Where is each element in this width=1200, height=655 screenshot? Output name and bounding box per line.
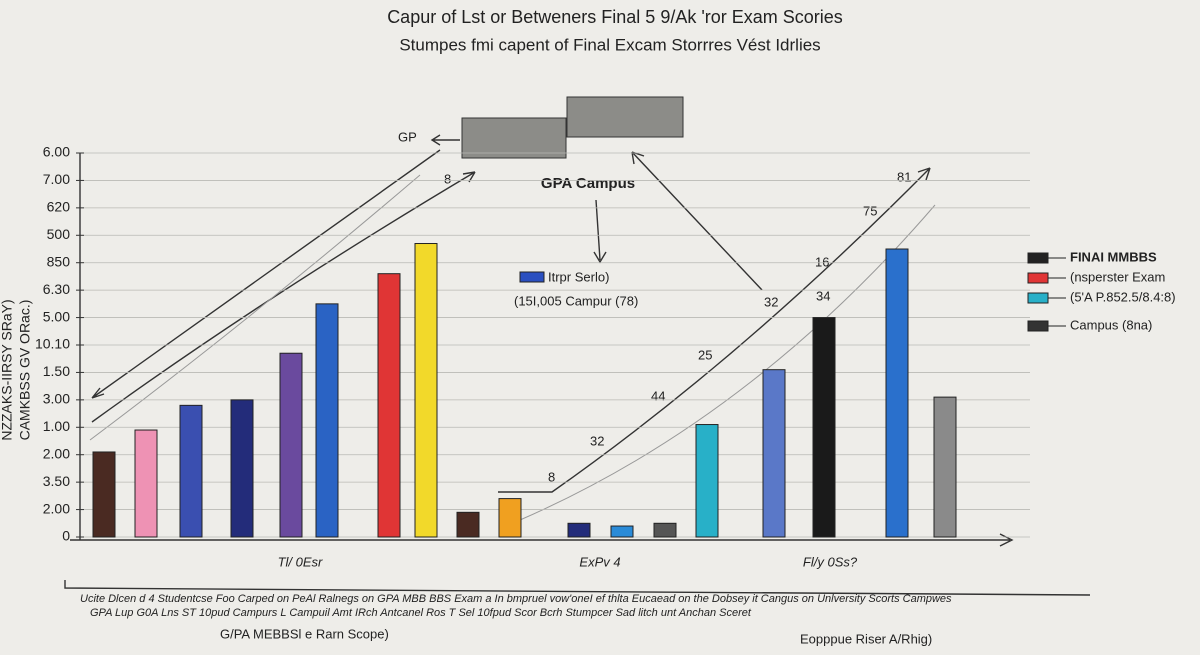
annotation: 75 xyxy=(863,203,877,218)
sketch-box xyxy=(566,96,684,138)
caption: G/PA MEBBSl e Rarn Scope) xyxy=(220,626,389,641)
annotation: 34 xyxy=(816,288,830,303)
inner-legend-label: Itrpr Serlo) xyxy=(548,269,609,284)
x-axis xyxy=(70,533,1014,547)
bar xyxy=(885,248,909,538)
bar xyxy=(279,352,303,538)
y-tick-label: 7.00 xyxy=(43,171,70,187)
legend-swatch xyxy=(1027,320,1049,332)
y-tick-label: 0 xyxy=(62,528,70,544)
y-tick-label: 3.50 xyxy=(43,473,70,489)
inner-legend-swatch xyxy=(519,271,545,283)
bar xyxy=(933,396,957,538)
chart-title: Capur of Lst or Betweners Final 5 9/Ak '… xyxy=(387,7,843,27)
arrow xyxy=(430,134,460,146)
x-group-label: Fl/y 0Ss? xyxy=(803,554,858,569)
y-tick-label: 3.00 xyxy=(43,391,70,407)
bar xyxy=(377,273,401,538)
annotation: 32 xyxy=(764,294,778,309)
y-tick-label: 850 xyxy=(47,253,71,269)
bar xyxy=(567,522,591,538)
y-tick-label: 6.00 xyxy=(43,144,70,160)
bar xyxy=(762,369,786,538)
bar xyxy=(695,424,719,538)
y-tick-label: 5.00 xyxy=(43,308,70,324)
trend-line xyxy=(89,174,421,441)
chart-subtitle: Stumpes fmi capent of Final Excam Storrr… xyxy=(399,35,820,54)
bar xyxy=(92,451,116,538)
bar xyxy=(179,404,203,538)
y-tick-label: 2.00 xyxy=(43,500,70,516)
sketch-box xyxy=(461,117,567,159)
inner-legend-note: (15I,005 Campur (78) xyxy=(514,293,638,308)
arrow xyxy=(593,199,607,264)
bar xyxy=(315,303,339,538)
y-tick-label: 1.50 xyxy=(43,363,70,379)
arrow xyxy=(631,151,763,291)
annotation: 8 xyxy=(548,469,555,484)
bar xyxy=(134,429,158,538)
caption: Eopppue Riser A/Rhig) xyxy=(800,631,932,646)
bar xyxy=(230,399,254,538)
annotation: 8 xyxy=(444,171,451,186)
y-tick-label: 2.00 xyxy=(43,445,70,461)
footnote: GPA Lup G0A Lns ST 10pud Campurs L Campu… xyxy=(90,607,752,619)
annotation: 32 xyxy=(590,433,604,448)
baseline xyxy=(64,580,1091,596)
annotation: 44 xyxy=(651,388,665,403)
bar xyxy=(653,522,677,538)
footnote: Ucite Dlcen d 4 Studentcse Foo Carped on… xyxy=(80,593,952,605)
y-axis-label: CAMKBSS GV ORac.) xyxy=(17,300,33,441)
legend-label: FINAI MMBBS xyxy=(1070,249,1157,264)
y-tick-label: 6.30 xyxy=(43,281,70,297)
bar xyxy=(414,243,438,538)
y-tick-label: 620 xyxy=(47,199,71,215)
annotation: 16 xyxy=(815,254,829,269)
legend-swatch xyxy=(1027,272,1049,284)
bar xyxy=(498,498,522,538)
trend-line xyxy=(519,204,936,521)
y-tick-label: 10.10 xyxy=(35,336,70,352)
arrow xyxy=(91,149,441,399)
legend-label: (nsperster Exam xyxy=(1070,269,1165,284)
bar xyxy=(610,525,634,538)
annotation: GPA Campus xyxy=(541,175,635,192)
x-group-label: ExPv 4 xyxy=(579,554,620,569)
legend-label: (5'A P.852.5/8.4:8) xyxy=(1070,289,1176,304)
x-group-label: Tl/ 0Esr xyxy=(278,554,323,569)
legend-swatch xyxy=(1027,292,1049,304)
y-tick-label: 500 xyxy=(47,226,71,242)
bar xyxy=(812,317,836,538)
annotation: 81 xyxy=(897,169,911,184)
annotation: GP xyxy=(398,129,417,144)
bar xyxy=(456,511,480,538)
y-axis-label: NZZAKS-IIRSY SRaY) xyxy=(0,299,15,440)
legend-label: Campus (8na) xyxy=(1070,317,1152,332)
annotation: 25 xyxy=(698,347,712,362)
y-tick-label: 1.00 xyxy=(43,418,70,434)
arrow xyxy=(498,167,931,493)
legend-swatch xyxy=(1027,252,1049,264)
